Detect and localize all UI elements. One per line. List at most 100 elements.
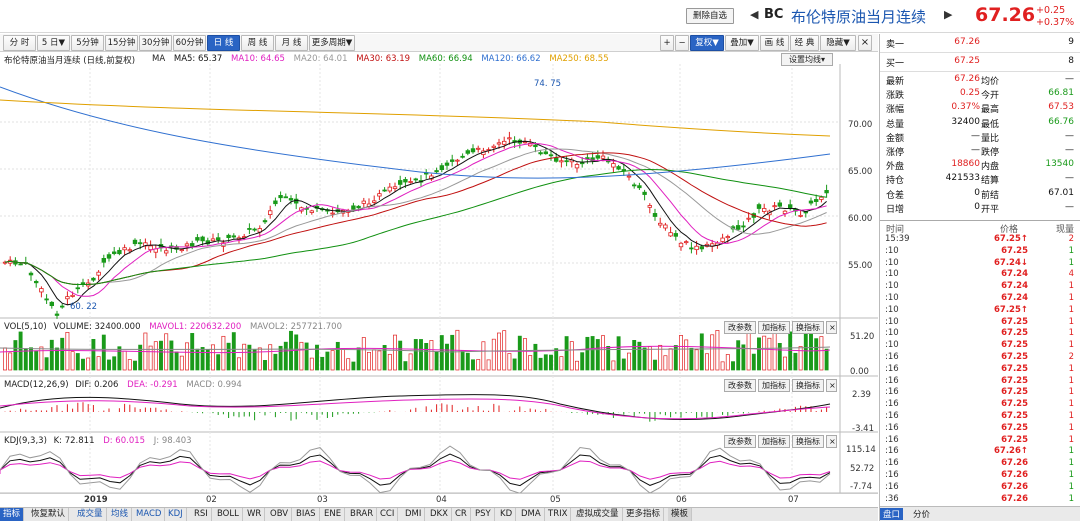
- tick-time: :36: [885, 493, 899, 504]
- tab-fenjia[interactable]: 分价: [913, 510, 931, 520]
- quote-value: 0.37%: [951, 102, 980, 113]
- tab-dmi[interactable]: DMI: [402, 508, 426, 521]
- ticks-header-qty: 现量: [1055, 225, 1074, 235]
- tick-price-value: 67.25: [1001, 387, 1028, 398]
- zoom-out-button[interactable]: −: [675, 35, 689, 51]
- tab-trix[interactable]: TRIX: [545, 508, 572, 521]
- tab-dkx[interactable]: DKX: [427, 508, 452, 521]
- period-monthly[interactable]: 月 线: [275, 35, 308, 51]
- right-bottom-tabs: 盘口 分价: [880, 506, 1080, 521]
- quote-label: 涨跌: [886, 91, 905, 102]
- macd-switch-indicator-button[interactable]: 换指标: [792, 379, 824, 392]
- tick-price: 67.25: [968, 246, 1028, 256]
- tab-wr[interactable]: WR: [244, 508, 266, 521]
- tab-boll[interactable]: BOLL: [214, 508, 243, 521]
- tick-qty: 2: [1068, 352, 1074, 362]
- quote-label: 最低: [981, 119, 1000, 130]
- vol-add-indicator-button[interactable]: 加指标: [758, 321, 790, 334]
- chart-area[interactable]: 布伦特原油当月连续 (日线,前复权) MA MA5: 65.37 MA10: 6…: [0, 52, 878, 507]
- tab-obv[interactable]: OBV: [267, 508, 293, 521]
- tick-price-value: 67.25: [1001, 316, 1028, 327]
- tab-macd[interactable]: MACD: [133, 508, 166, 521]
- period-5day[interactable]: 5 日▼: [37, 35, 70, 51]
- tab-brar[interactable]: BRAR: [347, 508, 378, 521]
- tick-time: :16: [885, 375, 899, 386]
- kline-chart-svg[interactable]: [0, 52, 878, 493]
- period-15min[interactable]: 15分钟: [105, 35, 138, 51]
- close-panel-icon[interactable]: ×: [858, 35, 872, 51]
- tick-price: 67.25: [968, 423, 1028, 433]
- tab-virtual-volume[interactable]: 虚拟成交量: [573, 508, 623, 521]
- symbol-code: BC: [764, 7, 784, 22]
- ticks-header-price: 价格: [999, 225, 1018, 235]
- tick-row: :16 67.26 1: [880, 470, 1080, 482]
- tick-price-value: 67.25: [1001, 245, 1028, 256]
- tick-row: :16 67.26 1: [880, 458, 1080, 470]
- kdj-add-indicator-button[interactable]: 加指标: [758, 435, 790, 448]
- period-daily[interactable]: 日 线: [207, 35, 240, 51]
- period-toolbar: 分 时 5 日▼ 5分钟 15分钟 30分钟 60分钟 日 线 周 线 月 线 …: [0, 34, 878, 52]
- kdj-switch-indicator-button[interactable]: 换指标: [792, 435, 824, 448]
- period-30min[interactable]: 30分钟: [139, 35, 172, 51]
- tick-row: :10 67.25 1: [880, 246, 1080, 258]
- ma-settings-button[interactable]: 设置均线▾: [781, 53, 833, 66]
- tab-pankou[interactable]: 盘口: [880, 508, 904, 520]
- x-label-2019: 2019: [84, 495, 108, 505]
- tick-price: 67.25: [968, 376, 1028, 386]
- zoom-in-button[interactable]: +: [660, 35, 674, 51]
- period-intraday[interactable]: 分 时: [3, 35, 36, 51]
- macd-edit-params-button[interactable]: 改参数: [724, 379, 756, 392]
- vol-switch-indicator-button[interactable]: 换指标: [792, 321, 824, 334]
- vol-close-icon[interactable]: ×: [826, 321, 837, 334]
- tab-psy[interactable]: PSY: [472, 508, 495, 521]
- tab-restore-default[interactable]: 恢复默认: [28, 508, 70, 521]
- draw-button[interactable]: 画 线: [760, 35, 789, 51]
- tab-ene[interactable]: ENE: [321, 508, 346, 521]
- kdj-y-top: 115.14: [846, 445, 876, 455]
- tick-price: 67.25↑: [968, 305, 1028, 315]
- tab-bias[interactable]: BIAS: [293, 508, 320, 521]
- quote-value: —: [971, 130, 980, 141]
- tick-time: :16: [885, 458, 899, 469]
- period-5min[interactable]: 5分钟: [71, 35, 104, 51]
- tick-price-value: 67.25: [1001, 340, 1028, 351]
- tab-cci[interactable]: CCI: [377, 508, 399, 521]
- tab-kdj[interactable]: KDJ: [165, 508, 187, 521]
- kdj-close-icon[interactable]: ×: [826, 435, 837, 448]
- kdj-edit-params-button[interactable]: 改参数: [724, 435, 756, 448]
- x-axis: 2019 02 03 04 05 06 07: [0, 493, 878, 507]
- next-symbol-icon[interactable]: ▶: [944, 8, 953, 21]
- tab-more-indicators[interactable]: 更多指标: [623, 508, 665, 521]
- tick-time: :16: [885, 363, 899, 374]
- tick-price: 67.25: [968, 340, 1028, 350]
- tab-cr[interactable]: CR: [452, 508, 471, 521]
- classic-button[interactable]: 经 典: [790, 35, 819, 51]
- period-weekly[interactable]: 周 线: [241, 35, 274, 51]
- tab-volume[interactable]: 成交量: [74, 508, 107, 521]
- macd-add-indicator-button[interactable]: 加指标: [758, 379, 790, 392]
- x-label-05: 05: [550, 495, 561, 505]
- hide-button[interactable]: 隐藏▼: [820, 35, 856, 51]
- quote-row: 日增 0 开平 —: [880, 202, 1080, 216]
- tick-arrow-icon: ↓: [1020, 257, 1028, 268]
- tick-row: :16 67.25 2: [880, 352, 1080, 364]
- tab-dma[interactable]: DMA: [518, 508, 545, 521]
- tab-template[interactable]: 模板: [668, 508, 693, 521]
- adjust-button[interactable]: 复权▼: [690, 35, 724, 51]
- period-more[interactable]: 更多周期▼: [309, 35, 355, 51]
- tick-row: :10 67.25 1: [880, 328, 1080, 340]
- tab-kd[interactable]: KD: [497, 508, 517, 521]
- vol-edit-params-button[interactable]: 改参数: [724, 321, 756, 334]
- period-60min[interactable]: 60分钟: [173, 35, 206, 51]
- tick-qty: 1: [1068, 304, 1074, 315]
- macd-close-icon[interactable]: ×: [826, 379, 837, 392]
- vol-legend: VOL(5,10) VOLUME: 32400.000 MAVOL1: 2206…: [4, 322, 342, 332]
- price-change: +0.25: [1036, 5, 1066, 16]
- tab-rsi[interactable]: RSI: [191, 508, 212, 521]
- tab-indicator[interactable]: 指标: [0, 508, 25, 521]
- delete-watchlist-button[interactable]: 删除自选: [686, 8, 734, 24]
- prev-symbol-icon[interactable]: ◀: [750, 8, 759, 21]
- overlay-button[interactable]: 叠加▼: [725, 35, 759, 51]
- tick-price-value: 67.25: [993, 304, 1021, 315]
- tab-ma[interactable]: 均线: [108, 508, 133, 521]
